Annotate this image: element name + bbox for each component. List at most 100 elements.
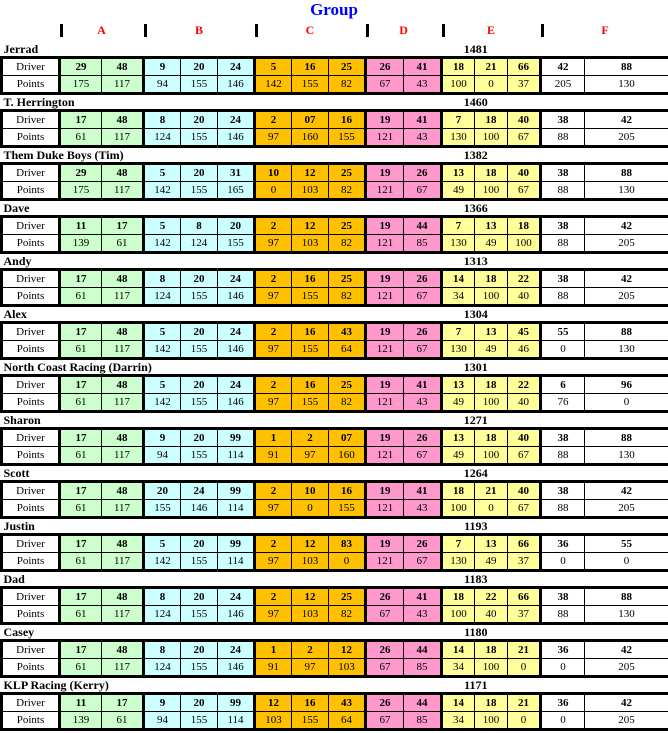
driver-cell[interactable]: 40 xyxy=(507,109,542,129)
driver-cell[interactable]: 48 xyxy=(100,56,145,76)
driver-cell[interactable]: 48 xyxy=(100,586,145,606)
driver-cell[interactable]: 18 xyxy=(474,427,509,447)
points-cell[interactable]: 165 xyxy=(217,181,256,201)
points-cell[interactable]: 155 xyxy=(291,75,330,95)
driver-cell[interactable]: 13 xyxy=(474,215,509,235)
driver-cell[interactable]: 20 xyxy=(180,692,219,712)
points-cell[interactable]: 146 xyxy=(217,605,256,625)
points-cell[interactable]: 117 xyxy=(100,128,145,148)
points-cell[interactable]: 100 xyxy=(474,287,509,307)
driver-cell[interactable]: 20 xyxy=(180,586,219,606)
row-label-points[interactable]: Points xyxy=(0,393,60,413)
driver-cell[interactable]: 11 xyxy=(58,692,102,712)
points-cell[interactable]: 67 xyxy=(507,446,542,466)
driver-cell[interactable]: 26 xyxy=(364,56,405,76)
driver-cell[interactable]: 96 xyxy=(584,374,668,394)
driver-cell[interactable]: 29 xyxy=(58,162,102,182)
points-cell[interactable]: 130 xyxy=(584,446,668,466)
driver-cell[interactable]: 12 xyxy=(291,586,330,606)
driver-cell[interactable]: 17 xyxy=(58,586,102,606)
points-cell[interactable]: 146 xyxy=(217,287,256,307)
driver-cell[interactable]: 48 xyxy=(100,639,145,659)
driver-cell[interactable]: 22 xyxy=(474,586,509,606)
row-label-points[interactable]: Points xyxy=(0,552,60,572)
points-cell[interactable]: 82 xyxy=(328,234,367,254)
points-cell[interactable]: 117 xyxy=(100,340,145,360)
player-name-cell[interactable]: Scott 1264 xyxy=(1,464,668,482)
driver-cell[interactable]: 1 xyxy=(253,427,293,447)
points-cell[interactable]: 205 xyxy=(584,499,668,519)
points-cell[interactable]: 124 xyxy=(142,128,182,148)
driver-cell[interactable]: 88 xyxy=(584,586,668,606)
points-cell[interactable]: 130 xyxy=(584,75,668,95)
row-label-driver[interactable]: Driver xyxy=(0,56,60,76)
driver-cell[interactable]: 26 xyxy=(403,427,443,447)
driver-cell[interactable]: 83 xyxy=(328,533,367,553)
driver-cell[interactable]: 29 xyxy=(58,56,102,76)
driver-cell[interactable]: 18 xyxy=(440,56,476,76)
points-cell[interactable]: 124 xyxy=(142,658,182,678)
driver-cell[interactable]: 55 xyxy=(539,321,586,341)
points-cell[interactable]: 146 xyxy=(217,393,256,413)
driver-cell[interactable]: 16 xyxy=(291,692,330,712)
driver-cell[interactable]: 9 xyxy=(142,692,182,712)
driver-cell[interactable]: 5 xyxy=(142,321,182,341)
driver-cell[interactable]: 18 xyxy=(474,692,509,712)
points-cell[interactable]: 139 xyxy=(58,234,102,254)
points-cell[interactable]: 67 xyxy=(364,605,405,625)
points-cell[interactable]: 0 xyxy=(291,499,330,519)
points-cell[interactable]: 155 xyxy=(291,393,330,413)
driver-cell[interactable]: 20 xyxy=(180,427,219,447)
driver-cell[interactable]: 42 xyxy=(584,480,668,500)
driver-cell[interactable]: 19 xyxy=(364,533,405,553)
driver-cell[interactable]: 48 xyxy=(100,268,145,288)
points-cell[interactable]: 82 xyxy=(328,287,367,307)
player-name-cell[interactable]: North Coast Racing (Darrin) 1301 xyxy=(1,358,668,376)
driver-cell[interactable]: 25 xyxy=(328,56,367,76)
points-cell[interactable]: 121 xyxy=(364,393,405,413)
driver-cell[interactable]: 18 xyxy=(440,586,476,606)
points-cell[interactable]: 67 xyxy=(403,552,443,572)
points-cell[interactable]: 49 xyxy=(440,446,476,466)
points-cell[interactable]: 155 xyxy=(180,393,219,413)
points-cell[interactable]: 142 xyxy=(142,393,182,413)
row-label-points[interactable]: Points xyxy=(0,75,60,95)
driver-cell[interactable]: 20 xyxy=(217,215,256,235)
points-cell[interactable]: 121 xyxy=(364,128,405,148)
driver-cell[interactable]: 66 xyxy=(507,56,542,76)
driver-cell[interactable]: 16 xyxy=(291,374,330,394)
driver-cell[interactable]: 41 xyxy=(403,56,443,76)
points-cell[interactable]: 49 xyxy=(440,393,476,413)
row-label-driver[interactable]: Driver xyxy=(0,639,60,659)
driver-cell[interactable]: 17 xyxy=(58,109,102,129)
driver-cell[interactable]: 2 xyxy=(291,639,330,659)
points-cell[interactable]: 130 xyxy=(440,234,476,254)
driver-cell[interactable]: 24 xyxy=(217,374,256,394)
points-cell[interactable]: 97 xyxy=(291,658,330,678)
driver-cell[interactable]: 5 xyxy=(253,56,293,76)
driver-cell[interactable]: 7 xyxy=(440,321,476,341)
points-cell[interactable]: 97 xyxy=(253,499,293,519)
player-name-cell[interactable]: Jerrad 1481 xyxy=(1,42,668,58)
driver-cell[interactable]: 21 xyxy=(507,692,542,712)
driver-cell[interactable]: 9 xyxy=(142,427,182,447)
points-cell[interactable]: 155 xyxy=(180,340,219,360)
driver-cell[interactable]: 40 xyxy=(507,162,542,182)
driver-cell[interactable]: 48 xyxy=(100,480,145,500)
points-cell[interactable]: 205 xyxy=(584,658,668,678)
points-cell[interactable]: 61 xyxy=(100,234,145,254)
player-name-cell[interactable]: Casey 1180 xyxy=(1,623,668,641)
driver-cell[interactable]: 38 xyxy=(539,480,586,500)
points-cell[interactable]: 97 xyxy=(291,446,330,466)
player-name-cell[interactable]: Alex 1304 xyxy=(1,305,668,323)
points-cell[interactable]: 43 xyxy=(403,605,443,625)
driver-cell[interactable]: 7 xyxy=(440,215,476,235)
driver-cell[interactable]: 13 xyxy=(474,533,509,553)
driver-cell[interactable]: 26 xyxy=(364,692,405,712)
points-cell[interactable]: 117 xyxy=(100,658,145,678)
points-cell[interactable]: 85 xyxy=(403,234,443,254)
points-cell[interactable]: 100 xyxy=(474,181,509,201)
driver-cell[interactable]: 10 xyxy=(253,162,293,182)
driver-cell[interactable]: 16 xyxy=(291,56,330,76)
driver-cell[interactable]: 2 xyxy=(253,480,293,500)
